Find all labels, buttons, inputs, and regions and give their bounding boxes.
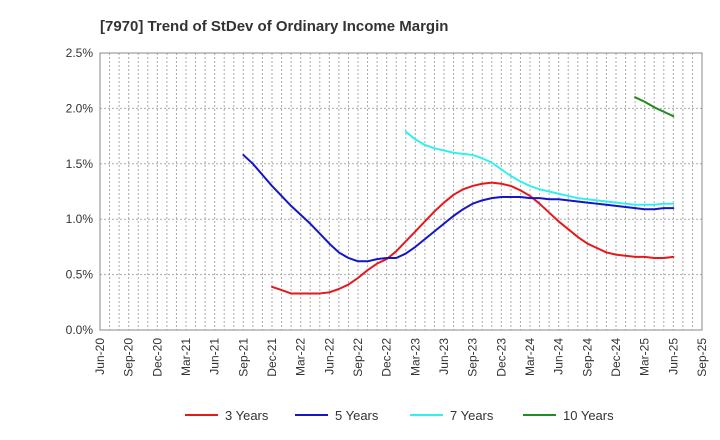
- x-tick-label: Mar-24: [523, 338, 537, 376]
- x-tick-label: Dec-22: [380, 338, 394, 377]
- x-tick-label: Sep-22: [351, 338, 365, 377]
- x-tick-label: Jun-23: [437, 338, 451, 375]
- plot-background: [100, 53, 702, 330]
- x-tick-label: Jun-20: [93, 338, 107, 375]
- series-line-5-years: [242, 153, 675, 263]
- x-tick-label: Dec-23: [494, 338, 508, 377]
- x-tick-label: Dec-24: [609, 338, 623, 377]
- series-line-10-years: [634, 96, 675, 118]
- x-tick-label: Mar-21: [179, 338, 193, 376]
- plot-frame: [99, 52, 703, 331]
- x-tick-label: Jun-25: [666, 338, 680, 375]
- y-tick-label: 0.5%: [66, 268, 94, 282]
- y-tick-label: 1.5%: [66, 157, 94, 171]
- chart-title: [7970] Trend of StDev of Ordinary Income…: [100, 18, 448, 35]
- x-tick-label: Sep-20: [122, 338, 136, 377]
- legend-label: 3 Years: [225, 408, 269, 423]
- x-tick-label: Jun-22: [322, 338, 336, 375]
- y-tick-label: 2.5%: [66, 46, 94, 60]
- legend-label: 7 Years: [450, 408, 494, 423]
- x-tick-label: Mar-25: [638, 338, 652, 376]
- series-line-3-years: [271, 181, 675, 295]
- x-tick-label: Sep-21: [236, 338, 250, 377]
- y-tick-label: 2.0%: [66, 101, 94, 115]
- x-tick-label: Jun-24: [552, 338, 566, 375]
- x-tick-label: Sep-23: [466, 338, 480, 377]
- x-tick-label: Mar-22: [294, 338, 308, 376]
- plot-area: 0.0% 0.5% 1.0% 1.5% 2.0% 2.5% Jun-20 Sep-20 Dec-…: [66, 46, 709, 377]
- x-tick-label: Dec-20: [150, 338, 164, 377]
- legend: 3 Years 5 Years 7 Years 10 Years: [185, 408, 614, 423]
- x-tick-label: Sep-24: [580, 338, 594, 377]
- y-tick-label: 0.0%: [66, 323, 94, 337]
- x-tick-label: Dec-21: [265, 338, 279, 377]
- legend-label: 5 Years: [335, 408, 379, 423]
- series-line-7-years: [404, 130, 675, 206]
- y-tick-label: 1.0%: [66, 212, 94, 226]
- x-tick-label: Jun-21: [208, 338, 222, 375]
- x-tick-label: Sep-25: [695, 338, 709, 377]
- x-tick-label: Mar-23: [408, 338, 422, 376]
- legend-label: 10 Years: [563, 408, 614, 423]
